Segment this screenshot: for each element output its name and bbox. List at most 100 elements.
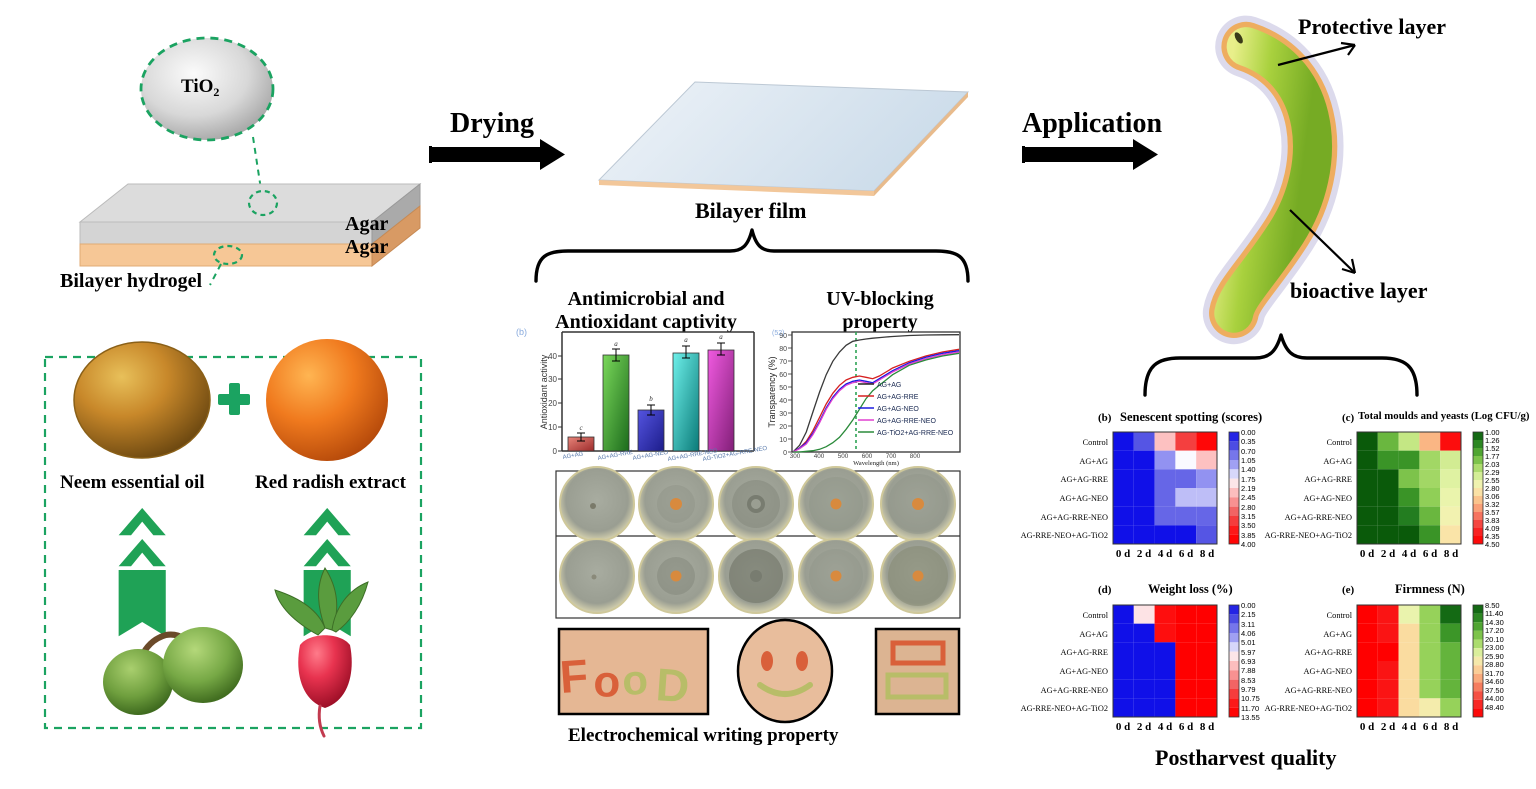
svg-text:14.30: 14.30 (1485, 618, 1504, 627)
svg-text:25.90: 25.90 (1485, 652, 1504, 661)
svg-text:4.06: 4.06 (1241, 629, 1256, 638)
svg-text:0.70: 0.70 (1241, 447, 1256, 456)
svg-text:1.40: 1.40 (1241, 465, 1256, 474)
svg-text:c: c (579, 424, 583, 432)
svg-text:AG+AG-NEO: AG+AG-NEO (877, 406, 919, 413)
svg-text:AG+AG: AG+AG (1079, 630, 1108, 639)
svg-text:40: 40 (548, 352, 557, 361)
svg-text:Control: Control (1327, 611, 1353, 620)
svg-text:8.50: 8.50 (1485, 601, 1500, 610)
svg-text:3.50: 3.50 (1241, 521, 1256, 530)
svg-text:9.79: 9.79 (1241, 685, 1256, 694)
svg-text:AG+AG: AG+AG (1323, 457, 1352, 466)
svg-text:3.15: 3.15 (1241, 512, 1256, 521)
svg-text:AG+AG-NEO: AG+AG-NEO (1304, 667, 1352, 676)
svg-text:700: 700 (886, 453, 897, 460)
svg-text:8 d: 8 d (1444, 721, 1458, 733)
svg-text:AG+AG-RRE-NEO: AG+AG-RRE-NEO (1041, 513, 1108, 522)
svg-text:o: o (593, 657, 622, 707)
svg-text:3.32: 3.32 (1485, 500, 1500, 509)
svg-text:48.40: 48.40 (1485, 703, 1504, 712)
svg-text:11.70: 11.70 (1241, 704, 1259, 713)
svg-text:3.85: 3.85 (1241, 531, 1256, 540)
svg-text:6 d: 6 d (1423, 721, 1437, 733)
svg-text:Control: Control (1083, 438, 1109, 447)
svg-text:4 d: 4 d (1402, 548, 1416, 560)
svg-text:2.19: 2.19 (1241, 484, 1256, 493)
svg-text:20: 20 (779, 424, 787, 431)
svg-text:4.00: 4.00 (1241, 540, 1256, 549)
svg-text:80: 80 (779, 346, 787, 353)
svg-text:0 d: 0 d (1360, 548, 1374, 560)
svg-text:8 d: 8 d (1200, 721, 1214, 733)
svg-text:AG-RRE-NEO+AG-TiO2: AG-RRE-NEO+AG-TiO2 (1021, 704, 1108, 713)
svg-text:1.77: 1.77 (1485, 452, 1500, 461)
svg-text:Antioxidant activity: Antioxidant activity (539, 354, 549, 429)
svg-text:50: 50 (779, 385, 787, 392)
svg-text:17.20: 17.20 (1485, 626, 1504, 635)
svg-text:Wavelength (nm): Wavelength (nm) (853, 460, 899, 467)
svg-text:AG+AG: AG+AG (1079, 457, 1108, 466)
svg-text:AG-RRE-NEO+AG-TiO2: AG-RRE-NEO+AG-TiO2 (1021, 531, 1108, 540)
svg-text:AG+AG-RRE: AG+AG-RRE (1060, 648, 1108, 657)
svg-text:a: a (684, 336, 688, 344)
svg-text:20: 20 (548, 399, 557, 408)
svg-text:0: 0 (553, 447, 558, 456)
svg-text:1.00: 1.00 (1485, 428, 1500, 437)
svg-text:2.29: 2.29 (1485, 468, 1500, 477)
svg-text:AG+AG-RRE-NEO: AG+AG-RRE-NEO (1041, 686, 1108, 695)
svg-text:3.57: 3.57 (1485, 508, 1500, 517)
svg-text:AG+AG: AG+AG (877, 382, 901, 389)
svg-text:500: 500 (838, 453, 849, 460)
svg-text:30: 30 (548, 375, 557, 384)
svg-text:AG+AG-RRE-NEO: AG+AG-RRE-NEO (667, 448, 718, 463)
svg-text:D: D (654, 658, 691, 712)
svg-text:7.88: 7.88 (1241, 666, 1256, 675)
svg-text:4.09: 4.09 (1485, 524, 1500, 533)
svg-text:b: b (649, 395, 653, 403)
svg-text:AG+AG: AG+AG (1323, 630, 1352, 639)
svg-text:0 d: 0 d (1116, 548, 1130, 560)
svg-text:AG+AG-RRE-NEO: AG+AG-RRE-NEO (877, 418, 936, 425)
svg-text:2 d: 2 d (1137, 721, 1151, 733)
svg-text:a: a (614, 340, 618, 348)
svg-text:2.03: 2.03 (1485, 460, 1500, 469)
svg-text:4.35: 4.35 (1485, 532, 1500, 541)
svg-text:0 d: 0 d (1116, 721, 1130, 733)
svg-text:AG-RRE-NEO+AG-TiO2: AG-RRE-NEO+AG-TiO2 (1265, 531, 1352, 540)
svg-text:34.60: 34.60 (1485, 677, 1504, 686)
svg-text:4.50: 4.50 (1485, 540, 1500, 549)
svg-text:2 d: 2 d (1137, 548, 1151, 560)
svg-text:0: 0 (783, 450, 787, 457)
svg-text:Control: Control (1083, 611, 1109, 620)
svg-text:AG+AG-RRE: AG+AG-RRE (1060, 475, 1108, 484)
svg-text:AG-TiO2+AG-RRE-NEO: AG-TiO2+AG-RRE-NEO (877, 430, 954, 437)
svg-text:1.75: 1.75 (1241, 475, 1256, 484)
svg-text:13.55: 13.55 (1241, 713, 1260, 722)
svg-text:800: 800 (910, 453, 921, 460)
svg-text:28.80: 28.80 (1485, 660, 1504, 669)
svg-text:F: F (558, 649, 590, 703)
svg-text:1.05: 1.05 (1241, 456, 1256, 465)
svg-text:o: o (621, 656, 649, 704)
svg-text:400: 400 (814, 453, 825, 460)
svg-text:30: 30 (779, 411, 787, 418)
svg-text:37.50: 37.50 (1485, 686, 1504, 695)
svg-text:90: 90 (779, 333, 787, 340)
svg-text:2.80: 2.80 (1485, 484, 1500, 493)
svg-text:0.00: 0.00 (1241, 428, 1256, 437)
svg-text:300: 300 (790, 453, 801, 460)
svg-text:4 d: 4 d (1402, 721, 1416, 733)
svg-text:AG+AG-NEO: AG+AG-NEO (1060, 667, 1108, 676)
svg-text:2.15: 2.15 (1241, 610, 1256, 619)
svg-text:10.75: 10.75 (1241, 694, 1260, 703)
svg-text:AG+AG-NEO: AG+AG-NEO (1060, 494, 1108, 503)
svg-text:AG+AG: AG+AG (562, 451, 584, 461)
svg-text:2 d: 2 d (1381, 721, 1395, 733)
svg-text:4 d: 4 d (1158, 721, 1172, 733)
svg-text:1.52: 1.52 (1485, 444, 1500, 453)
svg-text:5.97: 5.97 (1241, 648, 1256, 657)
svg-text:8.53: 8.53 (1241, 676, 1256, 685)
svg-text:AG+AG-RRE-NEO: AG+AG-RRE-NEO (1285, 686, 1352, 695)
svg-text:Control: Control (1327, 438, 1353, 447)
